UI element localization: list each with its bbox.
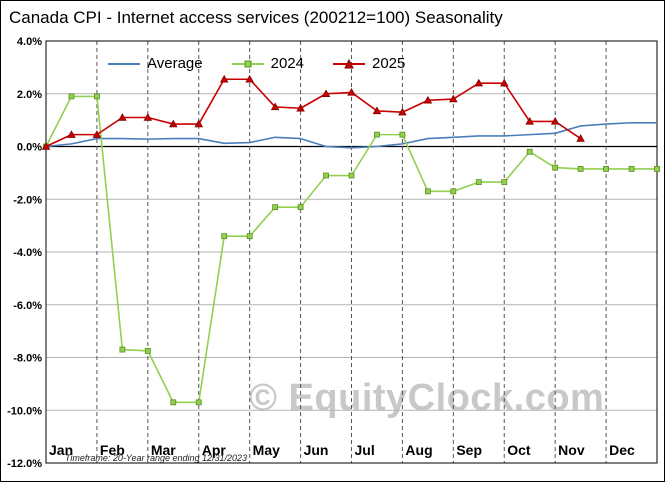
gridlines bbox=[46, 41, 657, 463]
svg-text:-4.0%: -4.0% bbox=[13, 247, 42, 259]
svg-text:Feb: Feb bbox=[100, 442, 125, 458]
legend-label-2024: 2024 bbox=[270, 55, 304, 72]
legend-label-2025: 2025 bbox=[371, 55, 406, 72]
svg-text:Dec: Dec bbox=[609, 442, 635, 458]
svg-text:Jul: Jul bbox=[355, 442, 375, 458]
svg-text:Sep: Sep bbox=[456, 442, 482, 458]
svg-text:-12.0%: -12.0% bbox=[7, 458, 42, 470]
legend-item-2025: 2025 bbox=[332, 55, 405, 72]
average-line-swatch bbox=[108, 62, 140, 65]
svg-text:Aug: Aug bbox=[405, 442, 432, 458]
plot-border bbox=[45, 40, 658, 464]
chart-title: Canada CPI - Internet access services (2… bbox=[9, 8, 503, 27]
watermark: © EquityClock.com bbox=[249, 377, 605, 419]
svg-text:-2.0%: -2.0% bbox=[13, 194, 42, 206]
legend-label-average: Average bbox=[147, 55, 203, 72]
legend-item-average: Average bbox=[107, 55, 203, 72]
timeframe-footnote: Timeframe: 20-Year range ending 12/31/20… bbox=[65, 453, 248, 463]
svg-text:0.0%: 0.0% bbox=[17, 142, 42, 154]
svg-text:2.0%: 2.0% bbox=[17, 89, 42, 101]
legend-item-2024: 2024 bbox=[231, 55, 304, 72]
svg-text:May: May bbox=[253, 442, 280, 458]
svg-text:4.0%: 4.0% bbox=[17, 36, 42, 48]
svg-text:Jan: Jan bbox=[49, 442, 73, 458]
svg-text:-6.0%: -6.0% bbox=[13, 300, 42, 312]
chart-legend: Average 2024 2025 bbox=[107, 55, 405, 72]
svg-text:-10.0%: -10.0% bbox=[7, 405, 42, 417]
svg-text:Oct: Oct bbox=[507, 442, 531, 458]
series-2025 bbox=[41, 74, 585, 150]
square-marker-swatch bbox=[231, 60, 264, 67]
svg-text:Apr: Apr bbox=[202, 442, 227, 458]
svg-text:Nov: Nov bbox=[558, 442, 585, 458]
svg-text:Mar: Mar bbox=[151, 442, 176, 458]
axis-labels: 4.0% 2.0% 0.0% -2.0% -4.0% -6.0% -8.0% -10.0% -1… bbox=[7, 36, 635, 470]
series-2024 bbox=[43, 93, 660, 406]
svg-text:Jun: Jun bbox=[304, 442, 329, 458]
svg-text:-8.0%: -8.0% bbox=[13, 353, 42, 365]
series-average bbox=[45, 121, 657, 149]
triangle-marker-swatch bbox=[332, 58, 365, 68]
